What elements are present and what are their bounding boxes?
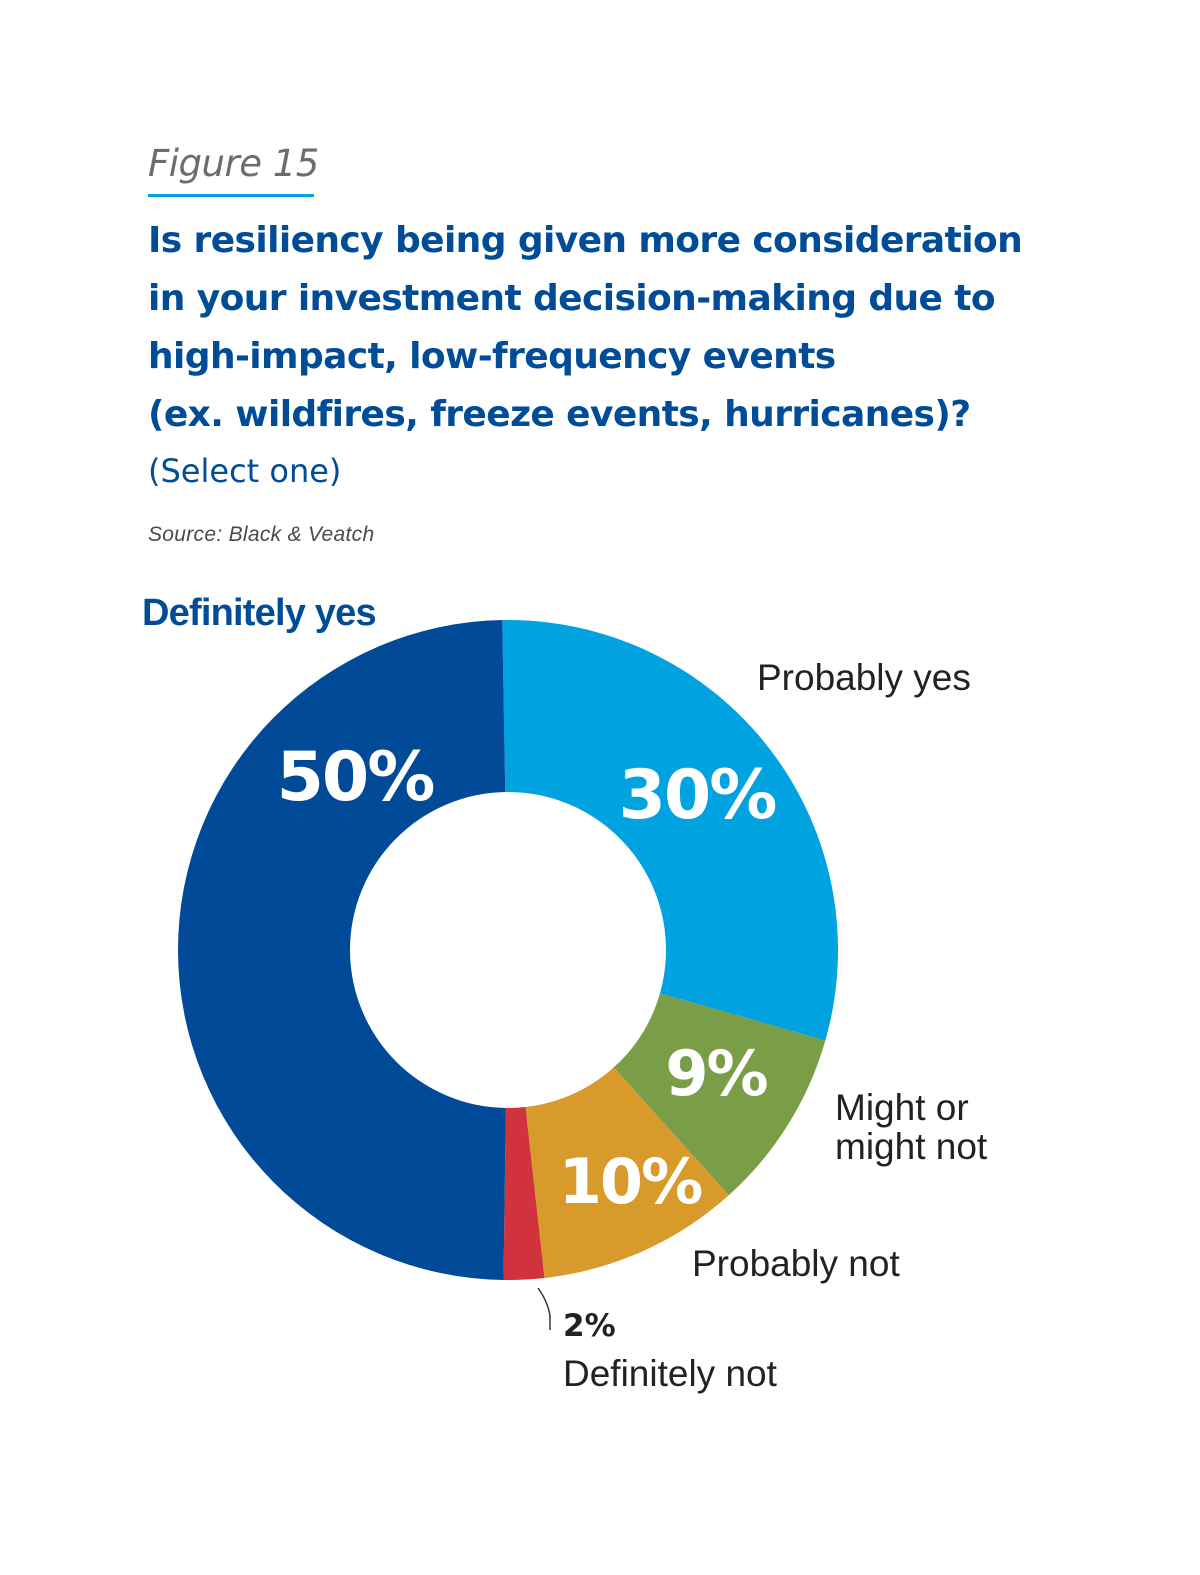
donut-slice-probably-not (525, 1067, 729, 1278)
category-label-line: Probably not (692, 1243, 900, 1284)
donut-slice-definitely-yes (177, 620, 506, 1280)
value-label-definitely-yes: 50% (277, 738, 434, 817)
category-label-line: Definitely yes (142, 592, 376, 634)
chart-source: Source: Black & Veatch (148, 523, 375, 546)
chart-title-line: Is resiliency being given more considera… (148, 220, 1023, 261)
chart-title-line: in your investment decision-making due t… (148, 278, 996, 319)
donut-slice-might-or-might-not (613, 993, 826, 1196)
chart-title: Is resiliency being given more considera… (148, 212, 1108, 444)
value-label-definitely-not: 2% (563, 1308, 616, 1344)
value-label-probably-not: 10% (559, 1145, 702, 1218)
value-label-might-or-might-not: 9% (665, 1037, 767, 1110)
category-label-line: Probably yes (757, 657, 971, 698)
donut-labels: 30% Probably yes 9% Might or might not 10% Pro… (142, 592, 988, 1394)
donut-slice-probably-yes (502, 620, 838, 1041)
value-label-probably-yes: 30% (619, 756, 776, 835)
category-label-line: might not (835, 1126, 988, 1167)
category-label-line: Might or (835, 1087, 969, 1128)
donut-slice-definitely-not (503, 1107, 545, 1280)
figure-underline (148, 194, 314, 197)
leader-line-definitely-not (537, 1287, 551, 1330)
figure-label: Figure 15 (148, 142, 319, 185)
category-label-definitely-yes: Definitely yes (142, 592, 376, 634)
donut-slices (177, 620, 838, 1280)
chart-instruction: (Select one) (148, 452, 342, 490)
category-label-might-or-might-not: Might or might not (835, 1087, 988, 1167)
chart-title-line: high-impact, low-frequency events (148, 336, 836, 377)
chart-title-line: (ex. wildfires, freeze events, hurricane… (148, 394, 971, 435)
category-label-line: Definitely not (563, 1353, 778, 1394)
category-label-probably-yes: Probably yes (757, 657, 971, 698)
category-label-probably-not: Probably not (692, 1243, 900, 1284)
category-label-definitely-not: Definitely not (563, 1353, 778, 1394)
